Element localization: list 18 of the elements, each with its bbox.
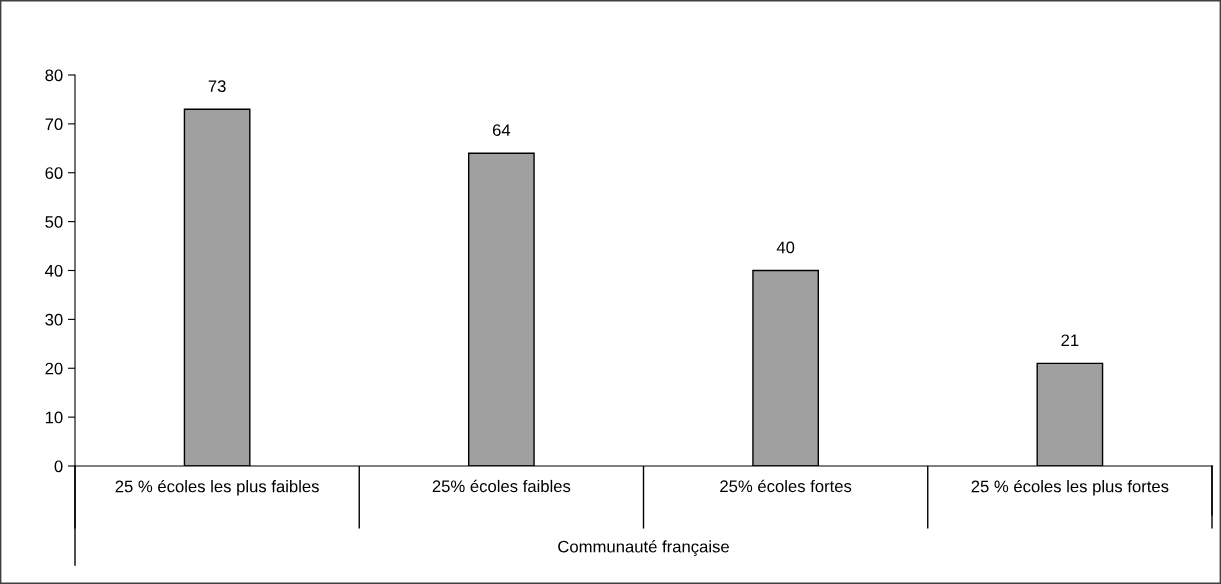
data-label: 64 [492, 124, 511, 137]
y-tick-label: 60 [45, 167, 63, 179]
y-tick-label: 50 [45, 216, 63, 228]
y-tick-label: 0 [54, 460, 63, 473]
y-tick-label: 80 [45, 69, 63, 82]
y-tick-label: 10 [45, 411, 63, 424]
x-tick-label: 25% écoles fortes [720, 479, 852, 493]
y-tick-label: 30 [45, 313, 63, 326]
x-tick-label: 25 % écoles les plus fortes [971, 479, 1169, 496]
x-axis-title: Communauté française [558, 540, 729, 556]
data-label: 73 [208, 80, 226, 93]
x-tick-label: 25% écoles faibles [432, 479, 571, 493]
data-label: 40 [776, 241, 795, 254]
y-tick-label: 20 [45, 362, 63, 375]
x-tick-label: 25 % écoles les plus faibles [115, 479, 319, 496]
data-label: 21 [1061, 334, 1079, 347]
y-tick-label: 40 [45, 264, 63, 277]
y-tick-label: 70 [45, 118, 63, 131]
